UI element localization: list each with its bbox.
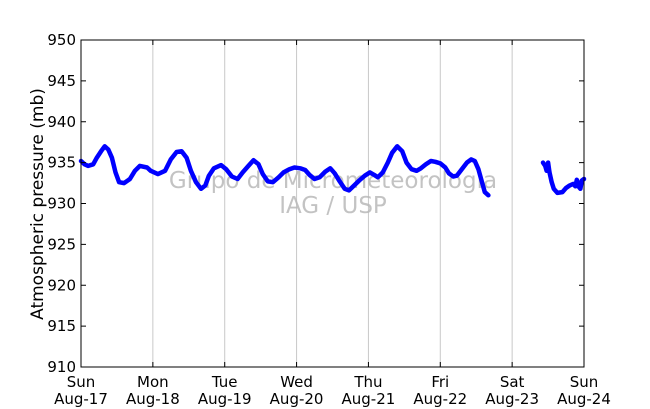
y-tick-label-8: 950: [47, 31, 76, 49]
x-tick-day-3: Wed: [280, 373, 313, 391]
x-tick-day-0: Sun: [67, 373, 96, 391]
watermark-line-2: IAG / USP: [279, 193, 387, 219]
y-axis-label: Atmospheric pressure (mb): [28, 88, 48, 320]
x-tick-date-6: Aug-23: [485, 390, 539, 408]
series-line-segment-0-0: [78, 144, 491, 198]
x-tick-date-2: Aug-19: [198, 390, 252, 408]
x-tick-date-4: Aug-21: [342, 390, 396, 408]
x-tick-day-6: Sat: [500, 373, 525, 391]
x-tick-day-2: Tue: [211, 373, 238, 391]
y-tick-label-5: 935: [47, 154, 76, 172]
x-tick-date-5: Aug-22: [413, 390, 467, 408]
pressure-series: [78, 144, 587, 198]
x-tick-day-5: Fri: [431, 373, 449, 391]
x-tick-date-3: Aug-20: [270, 390, 324, 408]
y-tick-label-6: 940: [47, 113, 76, 131]
x-axis: SunAug-17MonAug-18TueAug-19WedAug-20ThuA…: [54, 40, 611, 408]
x-tick-day-1: Mon: [137, 373, 169, 391]
x-tick-day-4: Thu: [353, 373, 382, 391]
y-tick-label-4: 930: [47, 195, 76, 213]
x-tick-date-0: Aug-17: [54, 390, 108, 408]
y-tick-label-3: 925: [47, 235, 76, 253]
y-tick-label-7: 945: [47, 72, 76, 90]
vertical-gridlines: [152, 40, 513, 367]
y-tick-label-2: 920: [47, 276, 76, 294]
x-tick-date-1: Aug-18: [126, 390, 180, 408]
y-axis: 910 915 920 925 930 935 940 945 950: [47, 31, 584, 376]
x-tick-date-7: Aug-24: [557, 390, 611, 408]
series-line-segment-0-1: [540, 160, 587, 196]
y-tick-label-1: 915: [47, 317, 76, 335]
y-tick-label-0: 910: [47, 358, 76, 376]
x-tick-day-7: Sun: [570, 373, 599, 391]
